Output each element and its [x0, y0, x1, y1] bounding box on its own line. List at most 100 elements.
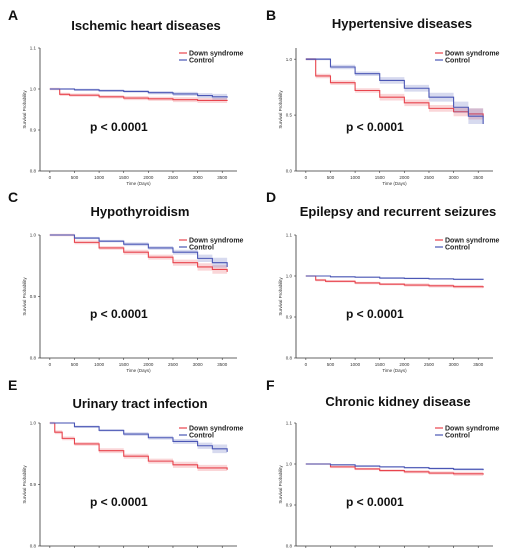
y-tick-label: 0.9: [30, 128, 37, 133]
x-tick-label: 3000: [449, 362, 460, 367]
x-tick-label: 3500: [217, 362, 228, 367]
x-tick-label: 1500: [119, 175, 130, 180]
control-confidence-band: [305, 58, 484, 136]
legend-control-label: Control: [189, 432, 214, 439]
y-tick-label: 1.0: [30, 421, 37, 426]
x-tick-label: 2000: [399, 175, 410, 180]
down-syndrome-survival-line: [49, 88, 228, 102]
y-tick-label: 0.9: [286, 315, 293, 320]
x-tick-label: 500: [71, 175, 79, 180]
control-survival-line: [49, 88, 228, 98]
p-value-annotation: p < 0.0001: [346, 120, 404, 134]
down-syndrome-confidence-band: [305, 58, 484, 125]
chart-title: Hypertensive diseases: [332, 16, 472, 31]
chart-title: Chronic kidney disease: [325, 394, 470, 409]
x-tick-label: 3500: [473, 175, 484, 180]
panel-letter: C: [8, 189, 18, 205]
y-axis-label: Survival Probability: [22, 277, 27, 316]
panel-letter: A: [8, 7, 18, 23]
panel-c: C Hypothyroidism 0 500 1000 1500 2000 2500 3000 3…: [8, 189, 244, 373]
x-axis-label: Time (Days): [126, 181, 151, 186]
panel-b: B Hypertensive diseases 0 500 1000 1500 2000 25…: [266, 7, 500, 186]
x-tick-label: 0: [305, 175, 308, 180]
y-tick-label: 1.1: [30, 46, 37, 51]
legend-control-label: Control: [189, 244, 214, 251]
panel-a: A Ischemic heart diseases 0 500 1000 1500 2000…: [8, 7, 244, 186]
panel-letter: E: [8, 377, 17, 393]
y-tick-label: 1.1: [286, 233, 293, 238]
down-syndrome-survival-line: [305, 275, 484, 288]
y-tick-label: 0.0: [286, 169, 293, 174]
legend-down-syndrome-label: Down syndrome: [189, 425, 244, 432]
x-tick-label: 3500: [473, 362, 484, 367]
x-tick-label: 2000: [399, 362, 410, 367]
y-tick-label: 1.1: [286, 421, 293, 426]
control-survival-line: [305, 463, 484, 471]
down-syndrome-survival-line: [49, 234, 228, 272]
y-tick-label: 1.0: [286, 462, 293, 467]
x-tick-label: 3000: [449, 175, 460, 180]
legend-down-syndrome-label: Down syndrome: [445, 50, 500, 57]
chart-title: Ischemic heart diseases: [71, 18, 221, 33]
p-value-annotation: p < 0.0001: [90, 120, 148, 134]
y-tick-label: 1.0: [286, 274, 293, 279]
y-tick-label: 0.9: [30, 482, 37, 487]
x-axis-label: Time (Days): [382, 368, 407, 373]
p-value-annotation: p < 0.0001: [346, 495, 404, 509]
down-syndrome-survival-line: [305, 463, 484, 475]
x-tick-label: 1500: [119, 362, 130, 367]
x-tick-label: 2500: [424, 175, 435, 180]
control-survival-line: [49, 234, 228, 267]
chart-title: Epilepsy and recurrent seizures: [300, 204, 497, 219]
y-tick-label: 0.9: [286, 503, 293, 508]
control-survival-line: [305, 275, 484, 280]
x-tick-label: 3500: [217, 175, 228, 180]
panel-letter: B: [266, 7, 276, 23]
y-tick-label: 0.8: [30, 544, 37, 549]
y-axis-label: Survival Probability: [278, 465, 283, 504]
x-tick-label: 3000: [193, 362, 204, 367]
y-tick-label: 0.8: [30, 356, 37, 361]
y-axis-label: Survival Probability: [278, 90, 283, 129]
control-survival-line: [305, 58, 484, 125]
x-tick-label: 2000: [143, 362, 154, 367]
legend-control-label: Control: [445, 57, 470, 64]
control-confidence-band: [49, 234, 228, 274]
control-confidence-band: [305, 463, 484, 472]
y-tick-label: 1.0: [286, 57, 293, 62]
x-tick-label: 1000: [94, 175, 105, 180]
y-tick-label: 1.0: [30, 233, 37, 238]
chart-title: Hypothyroidism: [91, 204, 190, 219]
panel-letter: D: [266, 189, 276, 205]
x-tick-label: 2500: [168, 175, 179, 180]
y-tick-label: 0.9: [30, 294, 37, 299]
legend-down-syndrome-label: Down syndrome: [445, 237, 500, 244]
x-tick-label: 500: [71, 362, 79, 367]
legend-down-syndrome-label: Down syndrome: [189, 237, 244, 244]
y-tick-label: 0.8: [30, 169, 37, 174]
x-tick-label: 500: [327, 362, 335, 367]
x-tick-label: 1500: [375, 175, 386, 180]
panel-d: D Epilepsy and recurrent seizures 0 500 1000…: [266, 189, 500, 373]
x-tick-label: 1000: [94, 362, 105, 367]
y-tick-label: 0.8: [286, 544, 293, 549]
y-tick-label: 0.5: [286, 113, 293, 118]
x-axis-label: Time (Days): [382, 181, 407, 186]
x-tick-label: 1000: [350, 175, 361, 180]
x-tick-label: 3000: [193, 175, 204, 180]
legend-down-syndrome-label: Down syndrome: [445, 425, 500, 432]
legend-down-syndrome-label: Down syndrome: [189, 50, 244, 57]
x-tick-label: 0: [305, 362, 308, 367]
y-axis-label: Survival Probability: [278, 277, 283, 316]
p-value-annotation: p < 0.0001: [90, 495, 148, 509]
x-axis-label: Time (Days): [126, 368, 151, 373]
legend-control-label: Control: [189, 57, 214, 64]
p-value-annotation: p < 0.0001: [346, 307, 404, 321]
x-tick-label: 0: [49, 362, 52, 367]
x-tick-label: 0: [49, 175, 52, 180]
x-tick-label: 1500: [375, 362, 386, 367]
chart-title: Urinary tract infection: [72, 396, 207, 411]
control-survival-line: [49, 422, 228, 452]
